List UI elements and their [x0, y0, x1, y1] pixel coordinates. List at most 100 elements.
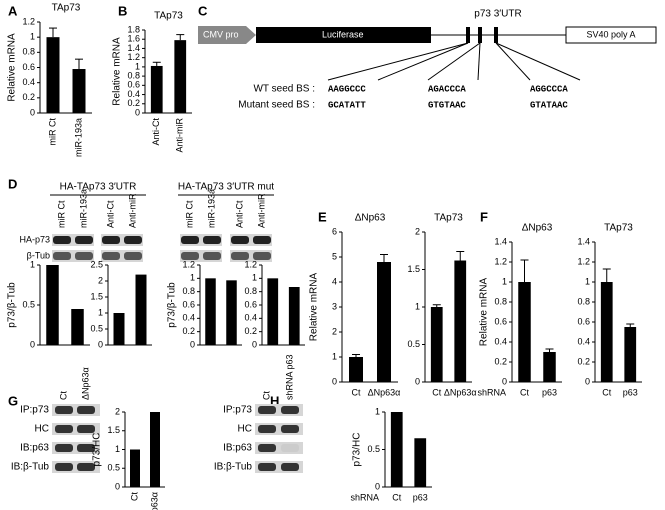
bar — [543, 352, 556, 382]
y-tick-label: 1 — [415, 301, 420, 311]
y-tick-label: 1 — [332, 351, 337, 361]
blot-band — [77, 425, 95, 433]
x-tick-label: p63 — [413, 492, 428, 502]
y-tick-label: 1.4 — [494, 236, 507, 246]
bar — [600, 282, 613, 382]
x-tick-label: ΔNp63α — [149, 492, 159, 510]
row-label: HC — [35, 424, 49, 435]
mut-label: Mutant seed BS : — [238, 100, 315, 111]
bar — [430, 307, 443, 382]
row-label: IP:p73 — [223, 405, 252, 416]
blot-band — [281, 406, 299, 414]
fan-line — [427, 42, 481, 81]
blot-band — [281, 463, 299, 471]
wt-seq: AGGCCCA — [530, 84, 568, 94]
group-title: HA-TAp73 3′UTR mut — [178, 182, 274, 193]
y-tick-label: 0 — [98, 339, 103, 349]
y-tick-label: 6 — [332, 226, 337, 236]
blot-band — [53, 236, 71, 244]
y-tick-label: 0 — [190, 339, 195, 349]
bar — [135, 274, 147, 345]
wt-seq: AGACCCA — [428, 84, 466, 94]
y-tick-label: 0.5 — [22, 299, 35, 309]
blot-band — [53, 252, 71, 260]
luciferase-box — [256, 27, 431, 43]
y-axis-label: p73/HC — [92, 433, 103, 467]
x-tick-label: Ct — [129, 492, 139, 501]
bar — [150, 412, 160, 487]
x-tick-label: Anti-miR — [175, 118, 185, 153]
blot-band — [181, 236, 199, 244]
y-tick-label: 0.4 — [22, 77, 35, 87]
y-tick-label: 2 — [332, 326, 337, 336]
bar — [71, 309, 84, 345]
fan-line — [495, 42, 531, 81]
y-tick-label: 0 — [252, 339, 257, 349]
row-label: IB:β-Tub — [11, 462, 50, 473]
panel-letter: G — [8, 393, 18, 408]
lane-label: ΔNp63α — [80, 367, 90, 400]
y-tick-label: 4 — [332, 276, 337, 286]
chart-title: TAp73 — [434, 213, 463, 224]
y-tick-label: 1 — [30, 259, 35, 269]
y-tick-label: 0.6 — [22, 62, 35, 72]
x-axis-label: shRNA — [350, 492, 379, 502]
panel-letter: F — [480, 209, 488, 224]
y-tick-label: 1 — [502, 276, 507, 286]
row-label: IP:p73 — [20, 405, 49, 416]
bar — [46, 265, 59, 345]
blot-band — [258, 444, 276, 452]
blot-band — [75, 236, 93, 244]
chart-title: TAp73 — [154, 11, 183, 22]
x-tick-label: Anti-Ct — [151, 118, 161, 146]
y-tick-label: 0 — [30, 107, 35, 117]
panel-letter: B — [118, 3, 127, 18]
x-tick-label: p63 — [542, 387, 557, 397]
y-tick-label: 0.2 — [244, 326, 257, 336]
group-title: HA-TAp73 3′UTR — [60, 182, 137, 193]
blot-band — [281, 444, 299, 452]
y-tick-label: 5 — [332, 251, 337, 261]
y-tick-label: 0.5 — [107, 463, 120, 473]
y-tick-label: 0.2 — [494, 356, 507, 366]
blot-band — [75, 252, 93, 260]
y-tick-label: 1.4 — [577, 236, 590, 246]
utr-label: p73 3′UTR — [474, 9, 521, 20]
bar — [624, 327, 637, 382]
y-tick-label: 0.2 — [127, 98, 140, 108]
bar — [454, 260, 467, 382]
blot-band — [77, 444, 95, 452]
bar — [113, 313, 125, 345]
mut-seq: GCATATT — [328, 100, 366, 110]
y-tick-label: 0.5 — [407, 339, 420, 349]
bar — [518, 282, 531, 382]
blot-band — [55, 444, 73, 452]
y-tick-label: 1.5 — [407, 264, 420, 274]
y-tick-label: 0.6 — [577, 316, 590, 326]
blot-band — [253, 252, 271, 260]
mut-seq: GTATAAC — [530, 100, 568, 110]
bar — [46, 37, 60, 113]
y-tick-label: 2 — [98, 275, 103, 285]
y-tick-label: 1 — [190, 273, 195, 283]
panel-letter: D — [8, 176, 17, 191]
y-tick-label: 1.2 — [22, 16, 35, 26]
polya-label: SV40 poly A — [586, 29, 635, 39]
promoter-arrow — [198, 26, 256, 44]
y-tick-label: 1.8 — [127, 24, 140, 34]
blot-band — [231, 252, 249, 260]
y-tick-label: 1.2 — [127, 52, 140, 62]
y-tick-label: 2 — [415, 226, 420, 236]
chart-title: TAp73 — [604, 223, 633, 234]
panel-letter: E — [318, 209, 327, 224]
y-axis-label: Relative mRNA — [479, 278, 490, 347]
panel-letter: A — [8, 3, 18, 18]
y-tick-label: 0.8 — [22, 47, 35, 57]
wt-label: WT seed BS : — [253, 84, 315, 95]
bar — [349, 357, 363, 382]
y-tick-label: 1.2 — [577, 256, 590, 266]
blot-band — [55, 463, 73, 471]
y-tick-label: 0.6 — [244, 299, 257, 309]
y-tick-label: 0.4 — [127, 89, 140, 99]
